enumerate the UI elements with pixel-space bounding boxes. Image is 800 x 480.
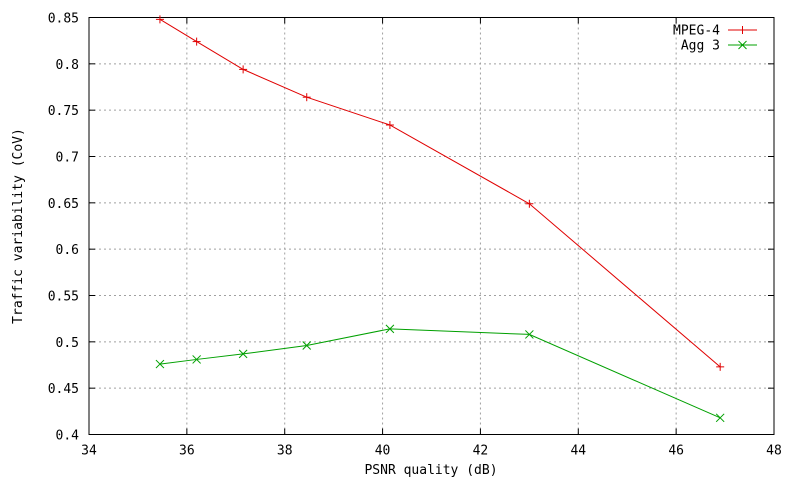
data-point-agg-3 [192, 355, 201, 364]
legend-label: Agg 3 [681, 39, 720, 54]
data-point-mpeg-4 [525, 199, 534, 208]
data-point-mpeg-4 [192, 37, 201, 46]
y-tick-label: 0.6 [56, 243, 79, 258]
x-tick-label: 40 [375, 444, 391, 459]
y-tick-label: 0.5 [56, 336, 79, 351]
data-point-agg-3 [715, 413, 725, 423]
x-tick-label: 38 [277, 444, 293, 459]
y-axis: 0.4 0.45 0.5 0.55 0.6 0.65 0.7 0.75 0.8 0.85 [48, 12, 774, 444]
x-tick-label: 42 [473, 444, 489, 459]
data-point-mpeg-4 [239, 65, 248, 74]
series-mpeg-4 [155, 15, 725, 371]
series-line-mpeg-4 [159, 18, 721, 368]
data-point-agg-3 [302, 341, 312, 350]
x-tick-label: 48 [766, 444, 782, 459]
grid [89, 17, 774, 435]
data-point-mpeg-4 [716, 362, 725, 371]
legend-label: MPEG-4 [673, 24, 720, 39]
data-point-mpeg-4 [302, 93, 311, 102]
y-tick-label: 0.4 [56, 429, 80, 444]
y-tick-label: 0.45 [48, 382, 79, 397]
legend-item-agg-3: Agg 3 [681, 39, 757, 54]
data-point-mpeg-4 [385, 120, 394, 129]
y-tick-label: 0.65 [48, 197, 79, 212]
x-axis-label: PSNR quality (dB) [364, 463, 497, 478]
y-tick-label: 0.75 [48, 104, 79, 119]
series-agg-3 [155, 324, 725, 423]
x-axis: 34 36 38 40 42 44 46 48 [81, 17, 782, 459]
data-point-mpeg-4 [155, 15, 164, 24]
y-tick-label: 0.55 [48, 290, 79, 305]
legend-marker [738, 26, 747, 34]
data-point-agg-3 [385, 324, 395, 334]
x-tick-label: 36 [179, 444, 195, 459]
series-group [155, 15, 725, 423]
legend-item-mpeg-4: MPEG-4 [673, 24, 757, 39]
x-tick-label: 34 [81, 444, 97, 459]
y-tick-label: 0.8 [56, 58, 79, 73]
data-point-agg-3 [238, 349, 248, 359]
x-tick-label: 44 [570, 444, 586, 459]
legend-marker [738, 40, 747, 50]
plot-frame [88, 17, 775, 435]
x-tick-label: 46 [668, 444, 684, 459]
data-point-agg-3 [525, 330, 534, 339]
y-tick-label: 0.7 [56, 151, 79, 166]
data-point-agg-3 [155, 359, 165, 369]
y-axis-label: Traffic variability (CoV) [11, 128, 26, 324]
y-tick-label: 0.85 [48, 12, 79, 27]
